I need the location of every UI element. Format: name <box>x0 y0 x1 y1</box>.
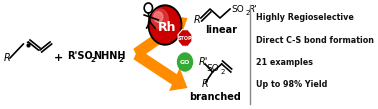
Circle shape <box>148 5 182 45</box>
Text: Highly Regioselective: Highly Regioselective <box>256 14 354 22</box>
Text: STOP: STOP <box>178 36 192 41</box>
Polygon shape <box>133 49 187 91</box>
Polygon shape <box>133 16 187 59</box>
Text: R': R' <box>248 5 257 14</box>
Text: linear: linear <box>205 25 237 35</box>
Text: R: R <box>194 15 201 25</box>
Text: R'SO: R'SO <box>67 51 93 61</box>
Text: SO: SO <box>207 64 220 72</box>
Text: R': R' <box>198 57 208 67</box>
Text: 2: 2 <box>245 10 249 16</box>
Text: Up to 98% Yield: Up to 98% Yield <box>256 79 327 89</box>
Text: branched: branched <box>189 92 241 102</box>
Circle shape <box>178 53 192 71</box>
Text: 2: 2 <box>90 57 95 63</box>
Circle shape <box>154 12 163 22</box>
Text: +: + <box>54 53 63 63</box>
Text: Direct C-S bond formation: Direct C-S bond formation <box>256 36 374 44</box>
Text: SO: SO <box>232 5 245 14</box>
Text: Rh: Rh <box>157 20 176 33</box>
Text: 2: 2 <box>118 57 123 63</box>
Text: 2: 2 <box>220 69 225 75</box>
Text: 21 examples: 21 examples <box>256 58 313 66</box>
Text: GO: GO <box>180 60 190 65</box>
Text: R: R <box>202 79 208 89</box>
Text: NHNH: NHNH <box>93 51 126 61</box>
Polygon shape <box>178 30 192 46</box>
Circle shape <box>152 9 168 29</box>
Circle shape <box>150 7 180 43</box>
Text: R: R <box>3 53 10 63</box>
